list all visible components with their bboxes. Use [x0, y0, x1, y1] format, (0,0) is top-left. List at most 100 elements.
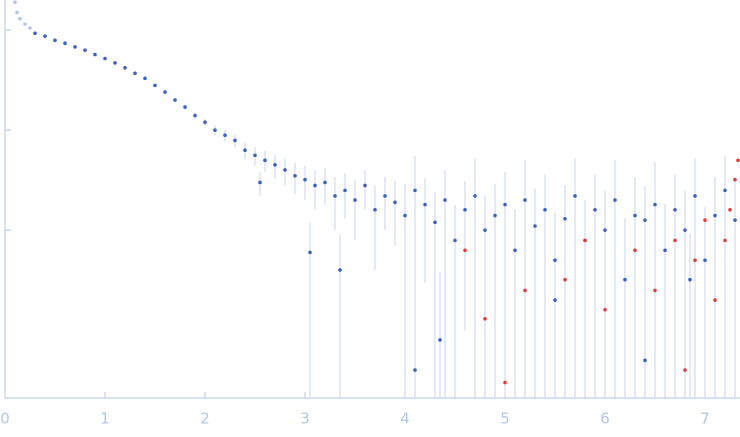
data-point [553, 298, 557, 302]
data-point [93, 52, 97, 57]
data-point [563, 216, 567, 221]
data-point [473, 194, 477, 198]
data-point [653, 202, 657, 207]
data-point [463, 207, 467, 212]
x-tick-label: 7 [700, 410, 710, 428]
data-point [283, 168, 287, 172]
data-point [273, 163, 277, 167]
data-point [703, 258, 707, 263]
data-point [713, 298, 717, 302]
data-point [688, 277, 692, 282]
x-tick-label: 5 [500, 410, 510, 428]
data-point [423, 202, 427, 207]
data-point [373, 207, 377, 212]
data-point [23, 22, 27, 26]
data-point [233, 138, 237, 143]
x-tick-label: 6 [600, 410, 610, 428]
data-point [503, 380, 507, 385]
data-point [263, 158, 267, 163]
data-point [143, 76, 147, 81]
data-point [433, 220, 437, 225]
x-tick-label: 3 [300, 410, 310, 428]
data-point [443, 198, 447, 202]
data-point [293, 173, 297, 178]
data-point [728, 207, 732, 212]
data-point [243, 148, 247, 153]
data-point [338, 268, 342, 272]
data-point [383, 194, 387, 198]
x-tick-label: 1 [100, 410, 110, 428]
data-point [633, 213, 637, 218]
data-point [713, 213, 717, 218]
data-point [663, 248, 667, 253]
data-point [43, 34, 47, 38]
data-point [553, 258, 557, 263]
data-point [213, 128, 217, 132]
data-point [733, 177, 737, 182]
data-point [363, 183, 367, 188]
data-point [73, 45, 77, 49]
data-point [413, 188, 417, 193]
data-point [28, 26, 32, 30]
data-point [543, 207, 547, 212]
data-point [643, 358, 647, 363]
data-point [563, 277, 567, 282]
data-point [323, 180, 327, 185]
data-point [393, 200, 397, 205]
data-point [503, 202, 507, 207]
data-point [253, 153, 257, 158]
data-point [353, 198, 357, 202]
data-point [133, 71, 137, 76]
data-point [723, 188, 727, 193]
data-point [413, 368, 417, 372]
data-point [15, 10, 19, 15]
data-point [83, 48, 87, 52]
data-point [573, 194, 577, 198]
data-point [113, 61, 117, 65]
data-point [673, 207, 677, 212]
data-point [513, 248, 517, 253]
data-point [308, 250, 312, 255]
data-point [463, 248, 467, 253]
data-point [13, 0, 17, 5]
data-point [123, 65, 127, 70]
data-point [643, 218, 647, 222]
data-point [633, 248, 637, 253]
data-point [483, 228, 487, 232]
data-point [203, 120, 207, 125]
data-point [53, 38, 57, 43]
data-point [593, 207, 597, 212]
data-point [603, 307, 607, 312]
data-point [523, 288, 527, 293]
data-point [653, 288, 657, 293]
data-point [623, 277, 627, 282]
data-point [303, 177, 307, 182]
data-point [313, 183, 317, 188]
data-point [403, 213, 407, 218]
data-point [103, 56, 107, 61]
data-point [533, 224, 537, 228]
x-tick-label: 0 [0, 410, 10, 428]
data-point [18, 16, 22, 21]
data-point [613, 198, 617, 202]
data-point [736, 158, 740, 163]
data-point [153, 83, 157, 88]
data-point [683, 228, 687, 232]
data-point [33, 31, 37, 36]
data-point [493, 213, 497, 218]
data-point [193, 113, 197, 118]
data-point [693, 194, 697, 198]
data-point [703, 218, 707, 222]
data-point [673, 238, 677, 243]
data-point [63, 41, 67, 45]
data-point [453, 238, 457, 243]
x-tick-label: 4 [400, 410, 410, 428]
x-tick-label: 2 [200, 410, 210, 428]
data-point [183, 105, 187, 109]
data-point [583, 238, 587, 243]
data-point [333, 194, 337, 198]
data-point [683, 368, 687, 372]
data-point [483, 317, 487, 321]
